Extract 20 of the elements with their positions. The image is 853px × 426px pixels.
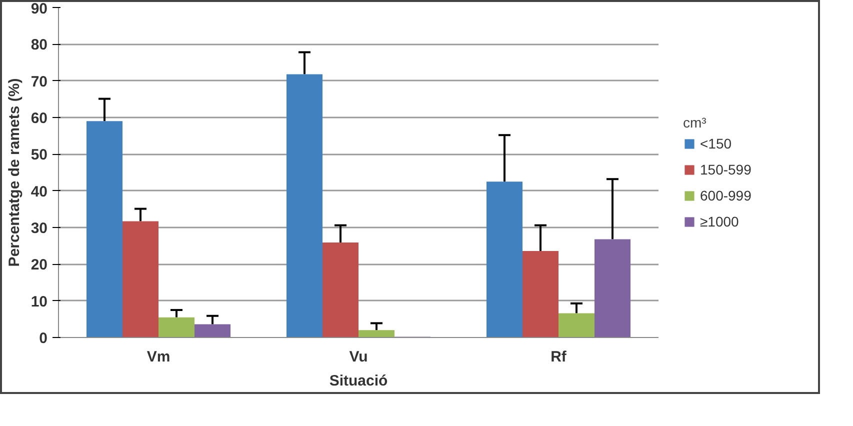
legend-label: ≥1000 [700, 214, 739, 230]
x-tick-label: Vu [349, 348, 368, 366]
y-tick-label: 90 [30, 0, 48, 18]
y-tick-label: 60 [30, 110, 48, 127]
y-tick-label: 50 [30, 146, 48, 164]
legend-title: cm³ [683, 114, 708, 130]
y-tick-label: 70 [30, 73, 48, 90]
x-axis-title: Situació [329, 372, 388, 390]
x-tick-label: Rf [550, 348, 568, 366]
y-tick-label: 40 [30, 183, 48, 200]
y-tick-label: 0 [39, 330, 48, 347]
legend-label: 600-999 [700, 188, 752, 204]
y-tick-label: 10 [30, 293, 48, 310]
y-tick-label: 30 [30, 220, 48, 237]
legend-label: 150-599 [700, 162, 752, 178]
y-tick-label: 20 [30, 256, 48, 274]
legend-label: <150 [700, 136, 732, 152]
y-axis-title: Percentatge de ramets (%) [6, 78, 23, 267]
x-tick-label: Vm [146, 348, 170, 366]
y-tick-label: 80 [30, 36, 48, 54]
